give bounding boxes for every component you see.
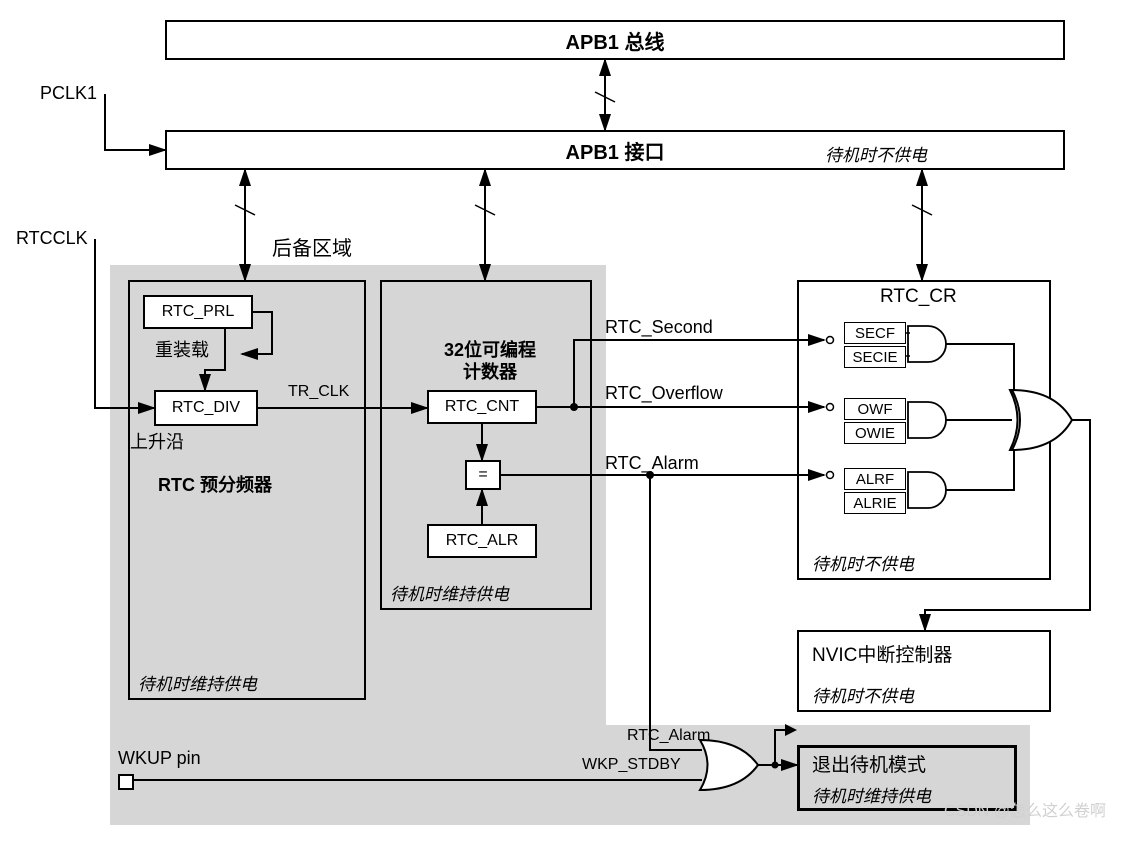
wkp-stdby-label: WKP_STDBY	[582, 756, 681, 774]
alrie-text: ALRIE	[853, 495, 896, 512]
prescaler-note: 待机时维持供电	[138, 670, 257, 695]
apb1-bus-box: APB1 总线	[165, 20, 1065, 60]
alrie-box: ALRIE	[844, 492, 906, 514]
secie-box: SECIE	[844, 346, 906, 368]
rising-edge-label: 上升沿	[130, 428, 184, 454]
exit-note: 待机时维持供电	[812, 782, 931, 807]
rtc-div-text: RTC_DIV	[172, 399, 240, 417]
apb1-bus-label: APB1 总线	[566, 26, 665, 55]
apb1-interface-box: APB1 接口	[165, 130, 1065, 170]
rtc-overflow-label: RTC_Overflow	[605, 383, 723, 404]
counter-title1: 32位可编程	[444, 340, 536, 360]
nvic-note: 待机时不供电	[812, 682, 914, 707]
rtc-cr-block	[797, 280, 1051, 580]
secf-box: SECF	[844, 322, 906, 344]
rtc-cnt-box: RTC_CNT	[427, 390, 537, 424]
backup-region-label: 后备区域	[272, 232, 352, 261]
exit-title: 退出待机模式	[812, 750, 926, 777]
rtc-prl-text: RTC_PRL	[162, 303, 235, 321]
rtc-alarm-label: RTC_Alarm	[605, 453, 699, 474]
alrf-text: ALRF	[856, 471, 894, 488]
owie-box: OWIE	[844, 422, 906, 444]
counter-block	[380, 280, 592, 610]
pclk1-label: PCLK1	[40, 83, 97, 104]
tr-clk-label: TR_CLK	[288, 383, 349, 401]
equals-box: =	[465, 460, 501, 490]
rtc-alr-text: RTC_ALR	[446, 532, 519, 550]
secie-text: SECIE	[852, 349, 897, 366]
rtc-cnt-text: RTC_CNT	[445, 398, 519, 416]
prescaler-title: RTC 预分频器	[158, 471, 272, 497]
owie-text: OWIE	[855, 425, 895, 442]
alrf-box: ALRF	[844, 468, 906, 490]
reload-label: 重装载	[155, 336, 209, 362]
rtc-second-label: RTC_Second	[605, 317, 713, 338]
counter-title: 32位可编程 计数器	[410, 340, 570, 383]
rtc-cr-title: RTC_CR	[880, 286, 957, 308]
counter-title2: 计数器	[463, 362, 517, 382]
rtc-prl-box: RTC_PRL	[143, 295, 253, 329]
apb1-interface-label: APB1 接口	[566, 136, 665, 165]
wkup-pin-square	[118, 774, 134, 790]
watermark: CSDN @怎么这么卷啊	[944, 797, 1106, 821]
rtc-cr-note: 待机时不供电	[812, 550, 914, 575]
owf-text: OWF	[858, 401, 893, 418]
rtc-div-box: RTC_DIV	[154, 390, 258, 426]
apb1-if-note: 待机时不供电	[825, 141, 927, 166]
secf-text: SECF	[855, 325, 895, 342]
counter-note: 待机时维持供电	[390, 580, 509, 605]
rtc-alr-box: RTC_ALR	[427, 524, 537, 558]
nvic-title: NVIC中断控制器	[812, 640, 952, 667]
rtcclk-label: RTCCLK	[16, 228, 88, 249]
wkup-pin-label: WKUP pin	[118, 748, 201, 769]
owf-box: OWF	[844, 398, 906, 420]
equals-text: =	[478, 466, 487, 484]
rtc-block-diagram: APB1 总线 APB1 接口 待机时不供电 PCLK1 RTCCLK 后备区域…	[10, 10, 1136, 831]
rtc-alarm2-label: RTC_Alarm	[627, 727, 710, 745]
